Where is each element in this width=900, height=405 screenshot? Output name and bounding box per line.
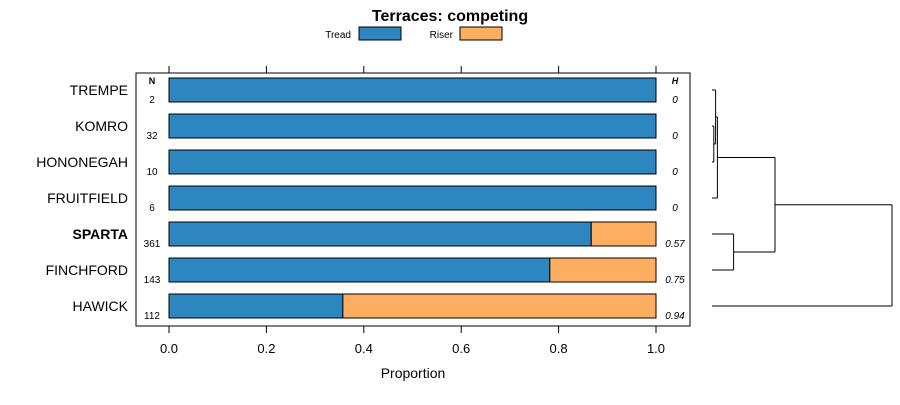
n-value: 32: [146, 131, 158, 142]
category-label: SPARTA: [73, 226, 128, 242]
chart-title: Terraces: competing: [372, 8, 528, 25]
n-value: 361: [144, 239, 161, 250]
x-axis-label: Proportion: [381, 365, 446, 381]
category-label: KOMRO: [75, 118, 128, 134]
bar-tread: [168, 113, 657, 139]
plot-area: 0.0 0.2 0.4 0.6 0.8 1.0 N H TREMPE 2 0 KOMRO 32 0 HONO…: [36, 66, 691, 356]
legend: Tread Riser: [325, 26, 503, 41]
bar-tread: [168, 257, 551, 283]
n-value: 143: [144, 275, 161, 286]
category-label: FRUITFIELD: [47, 190, 128, 206]
panel-border: [135, 72, 691, 327]
x-tick-label: 0.2: [257, 341, 275, 356]
bar-tread: [168, 221, 592, 247]
bar-riser: [549, 257, 657, 283]
n-value: 6: [149, 203, 155, 214]
x-tick-label: 0.6: [452, 341, 470, 356]
legend-swatch-riser: [459, 26, 503, 41]
legend-label-riser: Riser: [430, 30, 454, 41]
bar-tread: [168, 185, 657, 211]
h-value: 0: [672, 95, 678, 106]
bar-riser: [590, 221, 657, 247]
h-value: 0.94: [665, 311, 685, 322]
category-label: HONONEGAH: [36, 154, 128, 170]
bar-riser: [342, 293, 657, 319]
legend-swatch-tread: [358, 26, 402, 41]
dendrogram: [712, 89, 893, 307]
x-tick-label: 0.8: [550, 341, 568, 356]
h-header: H: [672, 76, 679, 86]
bar-tread: [168, 293, 344, 319]
x-tick-label: 1.0: [647, 341, 665, 356]
x-tick-label: 0.4: [355, 341, 373, 356]
x-tick-label: 0.0: [160, 341, 178, 356]
h-value: 0: [672, 131, 678, 142]
bar-tread: [168, 77, 657, 103]
h-value: 0: [672, 203, 678, 214]
h-value: 0.57: [665, 239, 685, 250]
n-value: 10: [146, 167, 158, 178]
category-label: TREMPE: [70, 82, 128, 98]
category-label: HAWICK: [73, 298, 129, 314]
n-value: 2: [149, 95, 155, 106]
legend-label-tread: Tread: [325, 30, 351, 41]
h-value: 0: [672, 167, 678, 178]
h-value: 0.75: [665, 275, 685, 286]
bar-tread: [168, 149, 657, 175]
category-label: FINCHFORD: [46, 262, 128, 278]
n-header: N: [149, 76, 156, 86]
n-value: 112: [144, 311, 160, 322]
